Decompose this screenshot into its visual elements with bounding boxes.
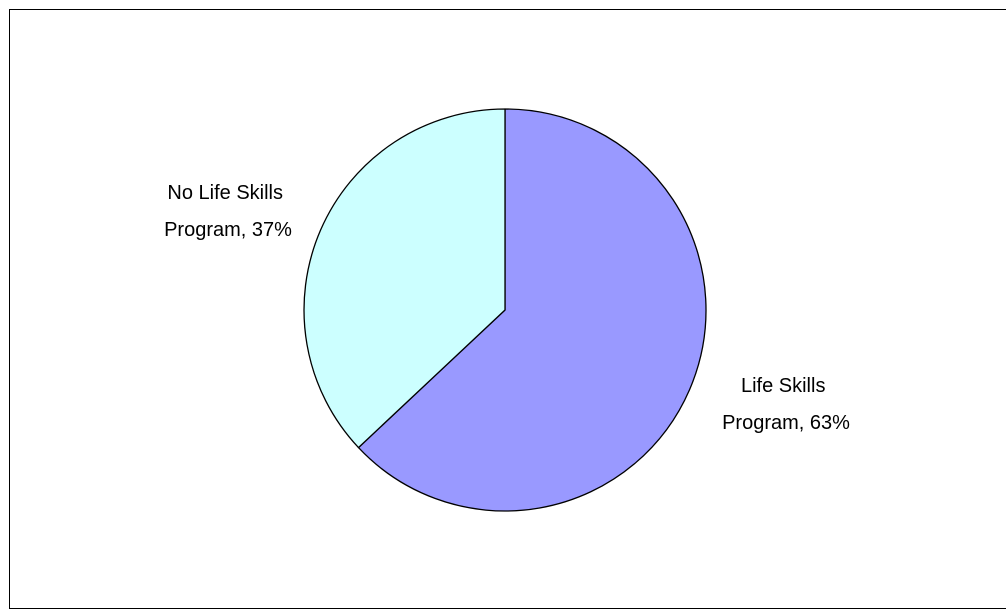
pie-slice-life-skills-program	[357, 108, 707, 512]
slice-label-no-life-skills-line1: No Life Skills	[167, 182, 283, 204]
slice-label-no-life-skills: No Life Skills Program, 37%	[164, 182, 292, 241]
pie-slices	[303, 108, 707, 512]
slice-label-no-life-skills-line2: Program, 37%	[164, 219, 292, 241]
slice-label-life-skills-line2: Program, 63%	[722, 412, 850, 434]
pie-chart: Life Skills Program, 63% No Life Skills …	[164, 108, 850, 512]
slice-label-life-skills: Life Skills Program, 63%	[722, 375, 850, 434]
pie-slice-no-life-skills-program	[303, 108, 506, 449]
slice-label-life-skills-line1: Life Skills	[741, 375, 825, 397]
